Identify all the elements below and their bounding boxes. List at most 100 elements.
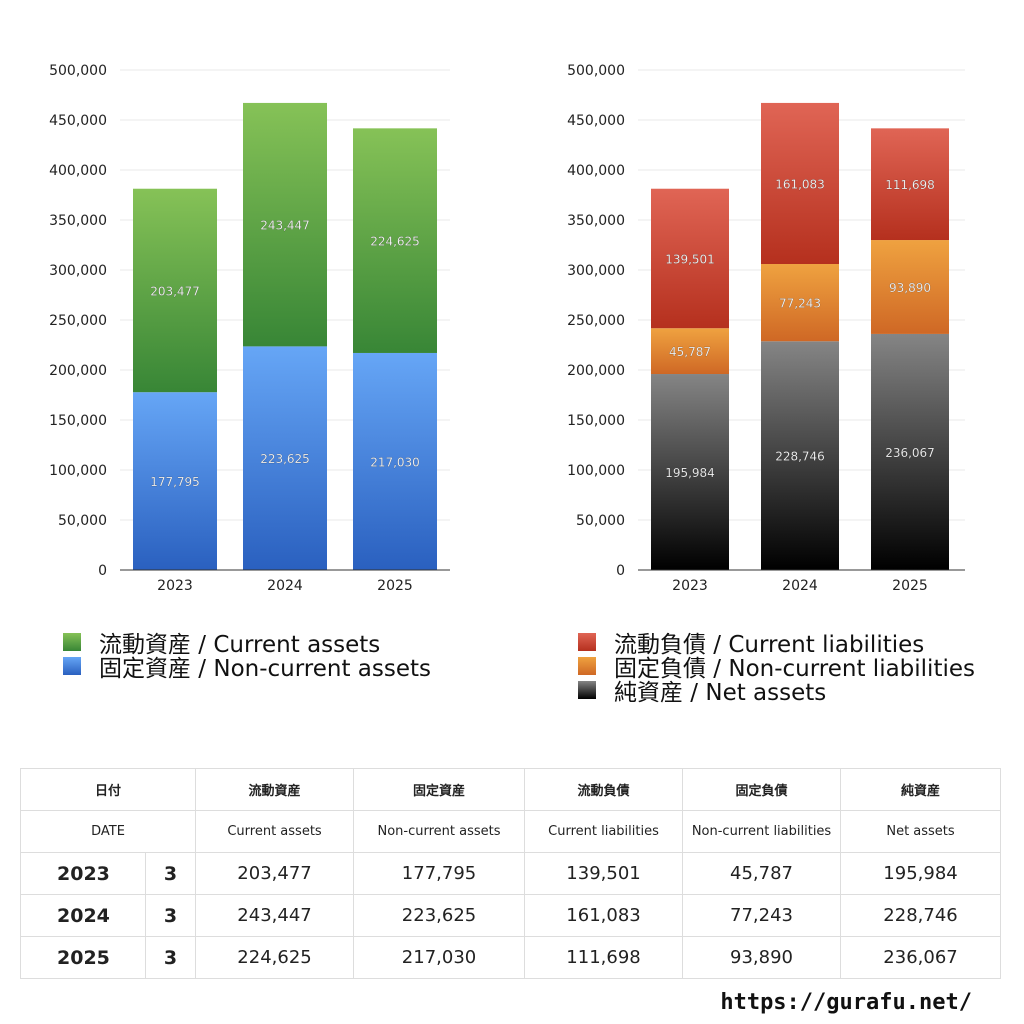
legend-label: 流動資産 / Current assets xyxy=(99,632,381,658)
data-label: 223,625 xyxy=(260,452,310,466)
bar-segment xyxy=(871,128,949,241)
value-cell: 161,083 xyxy=(524,894,684,937)
legend-swatch xyxy=(578,657,596,675)
y-tick-label: 350,000 xyxy=(49,213,107,229)
y-tick-label: 100,000 xyxy=(567,463,625,479)
bar-segment xyxy=(761,341,839,570)
liabilities-chart: 0 50,000 100,000 150,000 200,000 250,000 300,0… xyxy=(567,63,965,594)
data-label: 217,030 xyxy=(370,455,420,469)
y-tick-label: 0 xyxy=(98,563,107,579)
year-cell: 2024 xyxy=(20,894,146,937)
data-label: 45,787 xyxy=(669,345,711,359)
bar-segment xyxy=(871,333,949,570)
header-cell: 固定資産 xyxy=(353,768,526,811)
data-label: 195,984 xyxy=(665,466,715,480)
data-label: 111,698 xyxy=(885,178,935,192)
value-cell: 77,243 xyxy=(682,894,842,937)
data-label: 161,083 xyxy=(775,177,825,191)
bar-segment xyxy=(871,240,949,334)
legend-label: 固定負債 / Non-current liabilities xyxy=(614,656,975,682)
legend-item: 純資産 / Net assets xyxy=(578,678,975,706)
value-cell: 93,890 xyxy=(682,936,842,979)
y-tick-label: 150,000 xyxy=(567,413,625,429)
header-cell: 流動負債 xyxy=(524,768,684,811)
bar-segment xyxy=(761,264,839,342)
data-label: 177,795 xyxy=(150,475,200,489)
y-tick-label: 200,000 xyxy=(567,363,625,379)
y-tick-label: 150,000 xyxy=(49,413,107,429)
legend-item: 固定資産 / Non-current assets xyxy=(63,654,431,682)
y-tick-label: 0 xyxy=(616,563,625,579)
x-tick-label: 2024 xyxy=(267,578,303,594)
year-cell: 2023 xyxy=(20,852,146,895)
y-tick-label: 450,000 xyxy=(49,113,107,129)
value-cell: 195,984 xyxy=(840,852,1002,895)
y-tick-label: 300,000 xyxy=(567,263,625,279)
bar-segment xyxy=(761,102,839,265)
y-tick-label: 200,000 xyxy=(49,363,107,379)
y-tick-label: 250,000 xyxy=(567,313,625,329)
table-header-en: DATE Current assets Non-current assets C… xyxy=(19,810,1002,853)
bar-segment xyxy=(651,328,729,375)
y-tick-label: 400,000 xyxy=(49,163,107,179)
data-label: 203,477 xyxy=(150,284,200,298)
bar-segment xyxy=(243,102,327,347)
charts: 0 50,000 100,000 150,000 200,000 250,000 300,0… xyxy=(49,63,965,594)
legend-label: 固定資産 / Non-current assets xyxy=(99,656,432,682)
data-label: 77,243 xyxy=(779,297,821,311)
header-cell: Net assets xyxy=(840,810,1002,853)
month-cell: 3 xyxy=(144,894,197,937)
header-cell: Current liabilities xyxy=(524,810,684,853)
assets-legend: 流動資産 / Current assets 固定資産 / Non-current… xyxy=(63,630,431,682)
table-row: 2024 3 243,447 223,625 161,083 77,243 228,746 xyxy=(20,894,1002,937)
liabilities-legend: 流動負債 / Current liabilities 固定負債 / Non-cu… xyxy=(578,630,975,706)
x-tick-label: 2023 xyxy=(672,578,708,594)
value-cell: 45,787 xyxy=(682,852,842,895)
legend-item: 流動資産 / Current assets xyxy=(63,630,431,658)
y-tick-label: 50,000 xyxy=(576,513,625,529)
data-label: 93,890 xyxy=(889,281,931,295)
legend-item: 流動負債 / Current liabilities xyxy=(578,630,975,658)
legend-swatch xyxy=(63,657,81,675)
y-tick-label: 50,000 xyxy=(58,513,107,529)
data-label: 139,501 xyxy=(665,252,715,266)
x-tick-label: 2025 xyxy=(377,578,413,594)
value-cell: 203,477 xyxy=(195,852,355,895)
header-cell: 固定負債 xyxy=(682,768,842,811)
value-cell: 217,030 xyxy=(353,936,526,979)
bar-segment xyxy=(133,188,217,393)
site-url[interactable]: https://gurafu.net/ xyxy=(720,990,972,1015)
y-tick-label: 500,000 xyxy=(567,63,625,79)
y-tick-label: 400,000 xyxy=(567,163,625,179)
value-cell: 243,447 xyxy=(195,894,355,937)
value-cell: 228,746 xyxy=(840,894,1002,937)
legend-label: 流動負債 / Current liabilities xyxy=(614,632,925,658)
value-cell: 111,698 xyxy=(524,936,684,979)
bar-segment xyxy=(243,346,327,570)
data-label: 243,447 xyxy=(260,219,310,233)
header-cell: 日付 xyxy=(19,768,197,811)
bar-segment xyxy=(353,352,437,570)
table-row: 2023 3 203,477 177,795 139,501 45,787 195,984 xyxy=(20,852,1002,895)
data-label: 224,625 xyxy=(370,235,420,249)
y-tick-label: 450,000 xyxy=(567,113,625,129)
data-table: 日付 流動資産 固定資産 流動負債 固定負債 純資産 DATE Current … xyxy=(19,768,1002,979)
legend-label: 純資産 / Net assets xyxy=(614,680,827,706)
legend-swatch xyxy=(578,681,596,699)
value-cell: 224,625 xyxy=(195,936,355,979)
table-header-jp: 日付 流動資産 固定資産 流動負債 固定負債 純資産 xyxy=(19,768,1002,811)
year-cell: 2025 xyxy=(20,936,146,979)
header-cell: DATE xyxy=(19,810,197,853)
y-tick-label: 250,000 xyxy=(49,313,107,329)
header-cell: Non-current assets xyxy=(353,810,526,853)
value-cell: 177,795 xyxy=(353,852,526,895)
x-tick-label: 2025 xyxy=(892,578,928,594)
value-cell: 223,625 xyxy=(353,894,526,937)
bar-segment xyxy=(133,392,217,570)
value-cell: 139,501 xyxy=(524,852,684,895)
y-tick-label: 300,000 xyxy=(49,263,107,279)
header-cell: Non-current liabilities xyxy=(682,810,842,853)
table-row: 2025 3 224,625 217,030 111,698 93,890 236,067 xyxy=(20,936,1002,979)
y-tick-label: 100,000 xyxy=(49,463,107,479)
bar-segment xyxy=(353,128,437,353)
